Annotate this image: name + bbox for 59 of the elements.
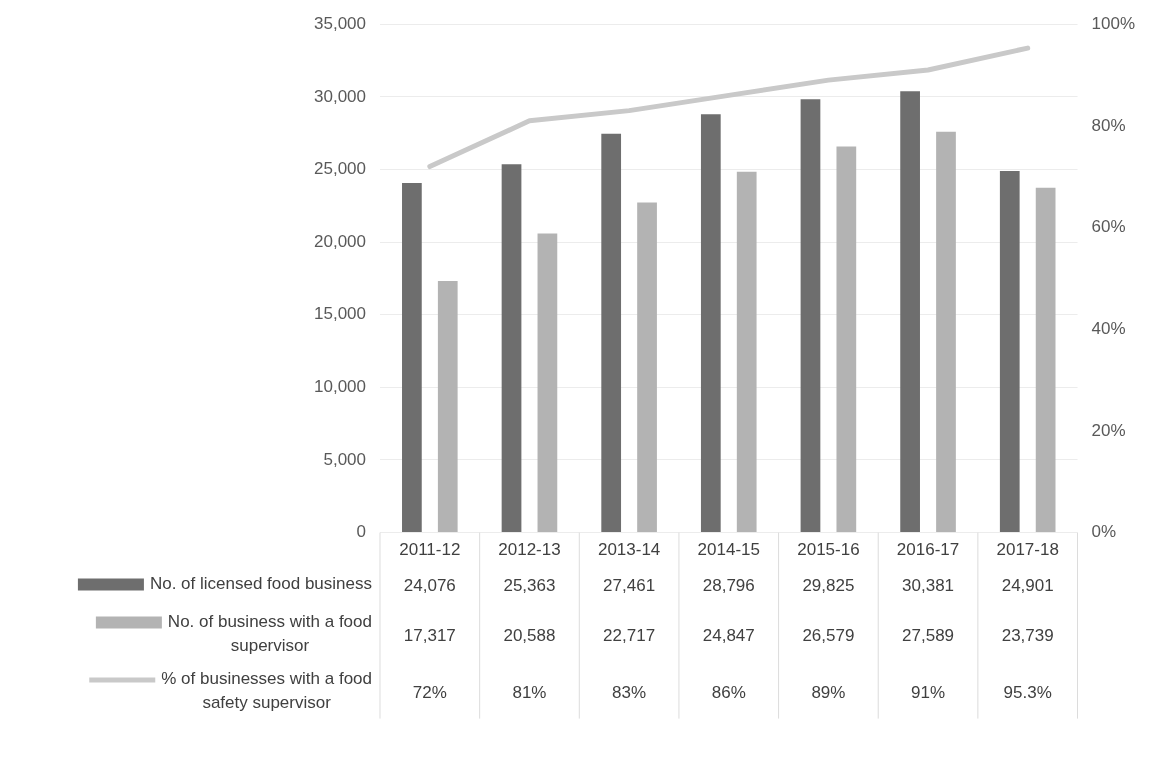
data-label: 28,796 [702, 576, 755, 596]
y-tick-label: 10,000 [314, 377, 366, 397]
bar [637, 202, 657, 533]
data-label: 91% [911, 683, 946, 703]
legend-label: No. of licensed food business [149, 574, 372, 594]
bar [836, 146, 857, 533]
y2-tick-label: 40% [1091, 318, 1126, 338]
y-tick-label: 20,000 [314, 231, 366, 251]
bar [402, 182, 422, 533]
bar [936, 131, 956, 533]
y2-tick-label: 80% [1091, 115, 1126, 135]
data-label: 26,579 [802, 626, 855, 646]
y-tick-label: 30,000 [314, 86, 366, 106]
y-tick-label: 15,000 [314, 304, 366, 324]
x-tick-label: 2011-12 [399, 540, 461, 560]
data-label: 30,381 [902, 576, 955, 596]
x-tick-label: 2016-17 [896, 540, 960, 560]
data-label: 17,317 [403, 626, 456, 646]
bar [537, 233, 558, 533]
bar [501, 164, 522, 533]
data-label: 29,825 [802, 576, 855, 596]
y-tick-label: 0 [356, 522, 366, 542]
bar [900, 91, 920, 533]
data-label: 27,461 [603, 576, 656, 596]
bar [999, 170, 1020, 533]
y-tick-label: 25,000 [314, 159, 366, 179]
bar [736, 171, 757, 533]
y2-tick-label: 60% [1091, 217, 1126, 237]
data-label: 24,076 [403, 576, 456, 596]
data-label: 95.3% [1003, 683, 1052, 703]
y2-tick-label: 0% [1091, 522, 1117, 542]
data-label: 24,847 [702, 626, 755, 646]
y2-tick-label: 20% [1091, 420, 1126, 440]
data-label: 25,363 [503, 576, 556, 596]
bar [437, 281, 458, 533]
x-tick-label: 2012-13 [498, 540, 561, 560]
data-label: 83% [612, 683, 647, 703]
x-tick-label: 2014-15 [697, 540, 760, 560]
x-tick-label: 2013-14 [597, 540, 661, 560]
data-label: 81% [512, 683, 547, 703]
data-label: 24,901 [1001, 576, 1054, 596]
y-tick-label: 35,000 [314, 13, 366, 33]
bar [601, 133, 622, 533]
y2-tick-label: 100% [1091, 13, 1135, 33]
x-tick-label: 2015-16 [797, 540, 860, 560]
data-label: 23,739 [1001, 626, 1054, 646]
bar [1035, 187, 1056, 533]
bar [700, 114, 721, 533]
data-label: 22,717 [603, 626, 656, 646]
x-tick-label: 2017-18 [996, 540, 1059, 560]
data-label: 72% [412, 683, 447, 703]
data-label: 27,589 [902, 626, 955, 646]
legend-label: No. of business with a food supervisor [167, 612, 372, 656]
data-label: 86% [711, 683, 746, 703]
data-label: 89% [811, 683, 846, 703]
y-tick-label: 5,000 [323, 449, 366, 469]
bar [800, 99, 821, 533]
data-label: 20,588 [503, 626, 556, 646]
legend-label: % of businesses with a food safety supervisor [161, 669, 372, 713]
